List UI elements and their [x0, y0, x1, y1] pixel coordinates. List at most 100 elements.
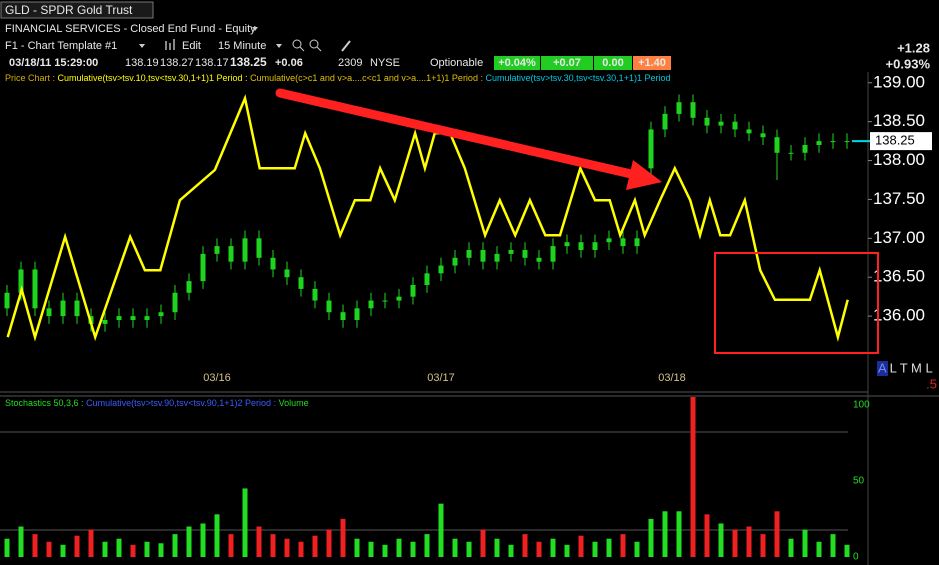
volume-bar [564, 544, 570, 557]
candle-body [662, 113, 668, 130]
candle-body [844, 141, 850, 143]
edit-icon[interactable] [169, 43, 171, 50]
volume-bar [46, 541, 52, 557]
last-price-label: 138.25 [875, 133, 915, 148]
candle-body [816, 141, 822, 145]
symbol[interactable]: GLD - SPDR Gold Trust [5, 3, 133, 17]
volume-bar [172, 534, 178, 557]
volume-bar [368, 541, 374, 557]
volume-bar [452, 538, 458, 557]
candle-body [46, 308, 52, 317]
volume-bar [634, 541, 640, 557]
candle-body [340, 312, 346, 320]
candle-body [382, 300, 388, 302]
volume-bar [704, 514, 710, 557]
zoom-out-icon[interactable] [309, 39, 319, 49]
candle-body [452, 257, 458, 266]
zoom-out-icon[interactable] [316, 46, 322, 52]
volume-bar [662, 511, 668, 557]
volume-bar [816, 541, 822, 557]
volume-bar [144, 541, 150, 557]
volume-bar [550, 538, 556, 557]
candle-body [830, 141, 836, 143]
candle-body [116, 316, 122, 320]
y-tick-label: 138.50 [873, 111, 925, 130]
candle-body [270, 257, 276, 270]
badge [494, 56, 540, 70]
volume-bar [186, 526, 192, 557]
candle-body [438, 265, 444, 274]
interval[interactable]: 15 Minute [218, 40, 266, 52]
volume-bar [340, 518, 346, 557]
zoom-in-icon[interactable] [299, 46, 305, 52]
open: 138.19 [125, 57, 159, 69]
y-tick-label: 50 [853, 475, 865, 486]
zoom-in-icon[interactable] [292, 39, 302, 49]
legend: Stochastics 50,3,6 : Cumulative(tsv>tsv.… [5, 398, 309, 408]
volume-bar [774, 511, 780, 557]
volume-bar [130, 544, 136, 557]
legend: Price Chart : Cumulative(tsv>tsv.10,tsv<… [5, 73, 670, 83]
badge-text: +1.40 [638, 57, 666, 69]
volume-bar [228, 534, 234, 557]
candle-body [284, 269, 290, 278]
dropdown-icon[interactable] [276, 44, 282, 48]
symbol-box[interactable] [0, 1, 154, 19]
net-change: +1.28 [897, 40, 930, 55]
volume: 2309 [338, 57, 362, 69]
volume-bar [326, 529, 332, 557]
dropdown-icon[interactable] [139, 44, 145, 48]
annotation-arrowhead [626, 160, 662, 190]
edit-icon[interactable] [165, 41, 167, 50]
volume-bar [424, 534, 430, 557]
side-tab-highlight[interactable] [877, 361, 888, 376]
volume-bar [606, 538, 612, 557]
candle-body [228, 246, 234, 262]
candle-body [480, 250, 486, 262]
volume-bar [536, 541, 542, 557]
candle-body [494, 253, 500, 262]
volume-bar [438, 503, 444, 557]
candle-body [802, 145, 808, 153]
volume-bar [256, 526, 262, 557]
edit-icon[interactable] [173, 39, 175, 50]
y-tick-label: 100 [853, 399, 870, 410]
volume-bar [32, 534, 38, 557]
volume-bar [60, 544, 66, 557]
candle-body [60, 300, 66, 317]
volume-bar [214, 514, 220, 557]
candle-body [32, 269, 38, 309]
candle-body [326, 300, 332, 313]
y-tick-label: 138.00 [873, 150, 925, 169]
candle-body [256, 238, 262, 258]
candle-body [102, 320, 108, 324]
draw-icon[interactable] [341, 40, 351, 52]
side-tabs[interactable]: A L T M L [878, 360, 933, 375]
plot-area: 136.00 136.50 137.00 137.50 138.00 138.50 139.… [4, 72, 932, 563]
template[interactable]: F1 - Chart Template #1 [5, 40, 117, 52]
legend-entry: Cumulative(tsv>tsv.10,tsv<tsv.30,1+1)1 P… [58, 73, 248, 83]
candle-body [578, 242, 584, 250]
volume-bar [102, 541, 108, 557]
datetime: 03/18/11 15:29:00 [9, 57, 98, 69]
volume-bar [88, 529, 94, 557]
dropdown-icon[interactable] [252, 27, 258, 31]
legend-entry: Volume [279, 398, 309, 408]
candle-body [424, 273, 430, 285]
change: +0.06 [275, 57, 303, 69]
volume-bar [4, 538, 10, 557]
badge [633, 56, 671, 70]
volume-bar [200, 523, 206, 557]
badge [541, 56, 593, 70]
volume-bar [354, 538, 360, 557]
candle-body [536, 257, 542, 262]
candle-body [200, 253, 206, 282]
candle-body [158, 312, 164, 317]
candle-body [368, 300, 374, 309]
candle-body [788, 152, 794, 154]
volume-bar [578, 535, 584, 557]
edit-button[interactable]: Edit [182, 40, 201, 52]
candle-body [620, 238, 626, 247]
x-tick-label: 03/16 [203, 372, 231, 384]
